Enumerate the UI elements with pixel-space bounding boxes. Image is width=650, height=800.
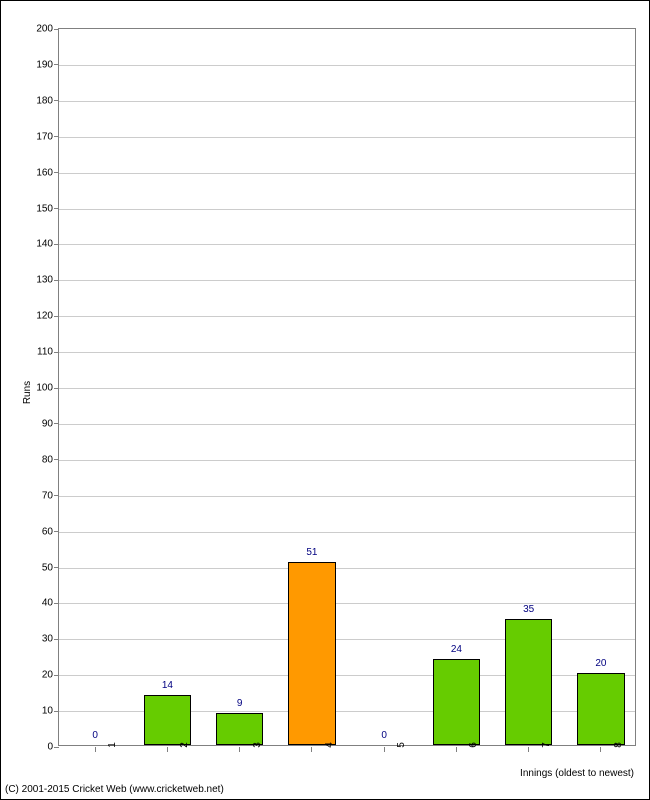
x-tick-label: 2 xyxy=(167,742,190,748)
y-tick-label: 140 xyxy=(36,239,59,250)
gridline xyxy=(59,603,635,604)
y-tick-label: 190 xyxy=(36,59,59,70)
bar-value-label: 0 xyxy=(92,730,98,741)
y-tick-label: 60 xyxy=(42,526,59,537)
y-axis-label: Runs xyxy=(22,381,33,404)
bar-value-label: 20 xyxy=(595,658,606,669)
gridline xyxy=(59,137,635,138)
y-tick-label: 50 xyxy=(42,562,59,573)
gridline xyxy=(59,280,635,281)
bar-value-label: 24 xyxy=(451,644,462,655)
x-tick-label: 3 xyxy=(240,742,263,748)
y-tick-label: 90 xyxy=(42,418,59,429)
y-tick-label: 30 xyxy=(42,634,59,645)
x-tick-label: 1 xyxy=(95,742,118,748)
gridline xyxy=(59,568,635,569)
y-tick-label: 120 xyxy=(36,311,59,322)
y-tick-label: 20 xyxy=(42,670,59,681)
gridline xyxy=(59,244,635,245)
y-tick-label: 160 xyxy=(36,167,59,178)
bar-value-label: 9 xyxy=(237,698,243,709)
x-tick-label: 4 xyxy=(312,742,335,748)
x-tick-label: 6 xyxy=(456,742,479,748)
bar xyxy=(577,673,625,745)
gridline xyxy=(59,209,635,210)
gridline xyxy=(59,460,635,461)
gridline xyxy=(59,424,635,425)
y-tick-label: 110 xyxy=(37,347,59,358)
gridline xyxy=(59,65,635,66)
y-tick-label: 200 xyxy=(36,24,59,35)
x-axis-label: Innings (oldest to newest) xyxy=(520,768,634,779)
y-tick-label: 170 xyxy=(36,131,59,142)
bar-value-label: 0 xyxy=(381,730,387,741)
bar xyxy=(288,562,336,745)
gridline xyxy=(59,173,635,174)
y-tick-label: 10 xyxy=(42,706,59,717)
plot-area: 0102030405060708090100110120130140150160… xyxy=(58,28,636,746)
gridline xyxy=(59,352,635,353)
gridline xyxy=(59,388,635,389)
x-tick-label: 8 xyxy=(601,742,624,748)
gridline xyxy=(59,532,635,533)
bar xyxy=(505,619,553,745)
y-tick-label: 70 xyxy=(42,490,59,501)
bar-value-label: 35 xyxy=(523,604,534,615)
gridline xyxy=(59,316,635,317)
bar-value-label: 51 xyxy=(306,547,317,558)
x-tick-label: 5 xyxy=(384,742,407,748)
y-tick-label: 180 xyxy=(36,95,59,106)
gridline xyxy=(59,101,635,102)
y-tick-label: 80 xyxy=(42,454,59,465)
y-tick-label: 40 xyxy=(42,598,59,609)
bar xyxy=(216,713,264,745)
bar-value-label: 14 xyxy=(162,680,173,691)
y-tick-label: 0 xyxy=(47,742,59,753)
x-tick-label: 7 xyxy=(529,742,552,748)
gridline xyxy=(59,496,635,497)
chart-container: 0102030405060708090100110120130140150160… xyxy=(0,0,650,800)
footer-copyright: (C) 2001-2015 Cricket Web (www.cricketwe… xyxy=(5,784,224,795)
y-tick-label: 100 xyxy=(36,383,59,394)
y-tick-label: 130 xyxy=(36,275,59,286)
bar xyxy=(433,659,481,745)
bar xyxy=(144,695,192,745)
y-tick-label: 150 xyxy=(36,203,59,214)
